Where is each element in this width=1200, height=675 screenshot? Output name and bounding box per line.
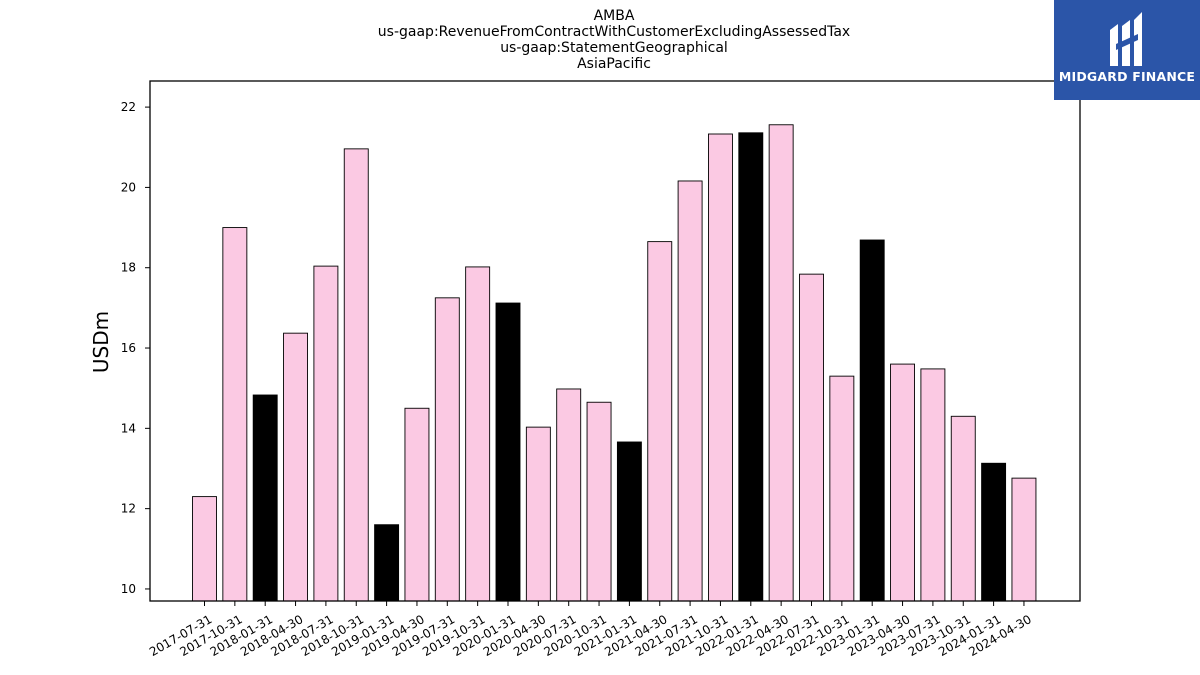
title-line-1: AMBA	[594, 8, 635, 24]
bar-2020-01-31	[495, 302, 521, 602]
plot-frame	[149, 80, 1081, 602]
bar-2018-07-31	[313, 265, 339, 602]
y-tick-label: 22	[121, 100, 136, 114]
bar-2022-10-31	[829, 375, 855, 602]
y-tick-label: 16	[121, 341, 136, 355]
bars-group	[192, 124, 1037, 602]
bar-2022-07-31	[799, 273, 824, 602]
bar-2023-10-31	[950, 415, 976, 602]
bar-2019-10-31	[465, 266, 491, 602]
bar-2017-10-31	[222, 227, 248, 602]
y-tick-label: 10	[121, 582, 136, 596]
logo-text: MIDGARD FINANCE	[1058, 69, 1196, 84]
title-line-3: us-gaap:StatementGeographical	[500, 40, 728, 56]
bar-2020-07-31	[556, 388, 582, 602]
bar-2019-01-31	[374, 524, 400, 602]
bar-2018-01-31	[252, 394, 278, 602]
bar-2019-07-31	[434, 297, 460, 602]
bar-2020-04-30	[525, 426, 551, 602]
logo-mark-icon	[1110, 12, 1142, 66]
y-tick-label: 20	[121, 180, 136, 194]
y-tick-label: 14	[121, 421, 136, 435]
bar-2017-07-31	[192, 496, 217, 602]
x-axis-ticks: 2017-07-312017-10-312018-01-312018-04-30…	[147, 601, 1034, 659]
bar-2021-07-31	[677, 180, 703, 602]
bar-2021-04-30	[647, 241, 673, 602]
y-tick-label: 12	[121, 502, 136, 516]
bar-2023-01-31	[859, 239, 885, 602]
bar-2024-01-31	[981, 462, 1007, 602]
y-tick-label: 18	[121, 261, 136, 275]
chart-title: AMBA us-gaap:RevenueFromContractWithCust…	[378, 8, 850, 72]
bar-2018-04-30	[283, 332, 308, 602]
title-line-2: us-gaap:RevenueFromContractWithCustomerE…	[378, 24, 850, 40]
bar-2018-10-31	[343, 148, 369, 602]
y-axis-ticks: 10 12 14 16 18 20 22	[121, 100, 150, 596]
title-line-4: AsiaPacific	[577, 56, 651, 72]
bar-2019-04-30	[404, 407, 430, 602]
bar-2023-07-31	[920, 368, 946, 602]
bar-2022-01-31	[738, 132, 764, 602]
bar-2023-04-30	[890, 363, 915, 602]
bar-2021-01-31	[616, 441, 642, 602]
y-axis-label: USDm	[89, 311, 113, 373]
bar-2022-04-30	[768, 124, 794, 602]
bar-2024-04-30	[1011, 477, 1037, 602]
bar-2020-10-31	[586, 401, 612, 602]
bar-2021-10-31	[708, 133, 733, 602]
midgard-finance-logo: MIDGARD FINANCE	[1054, 0, 1200, 100]
